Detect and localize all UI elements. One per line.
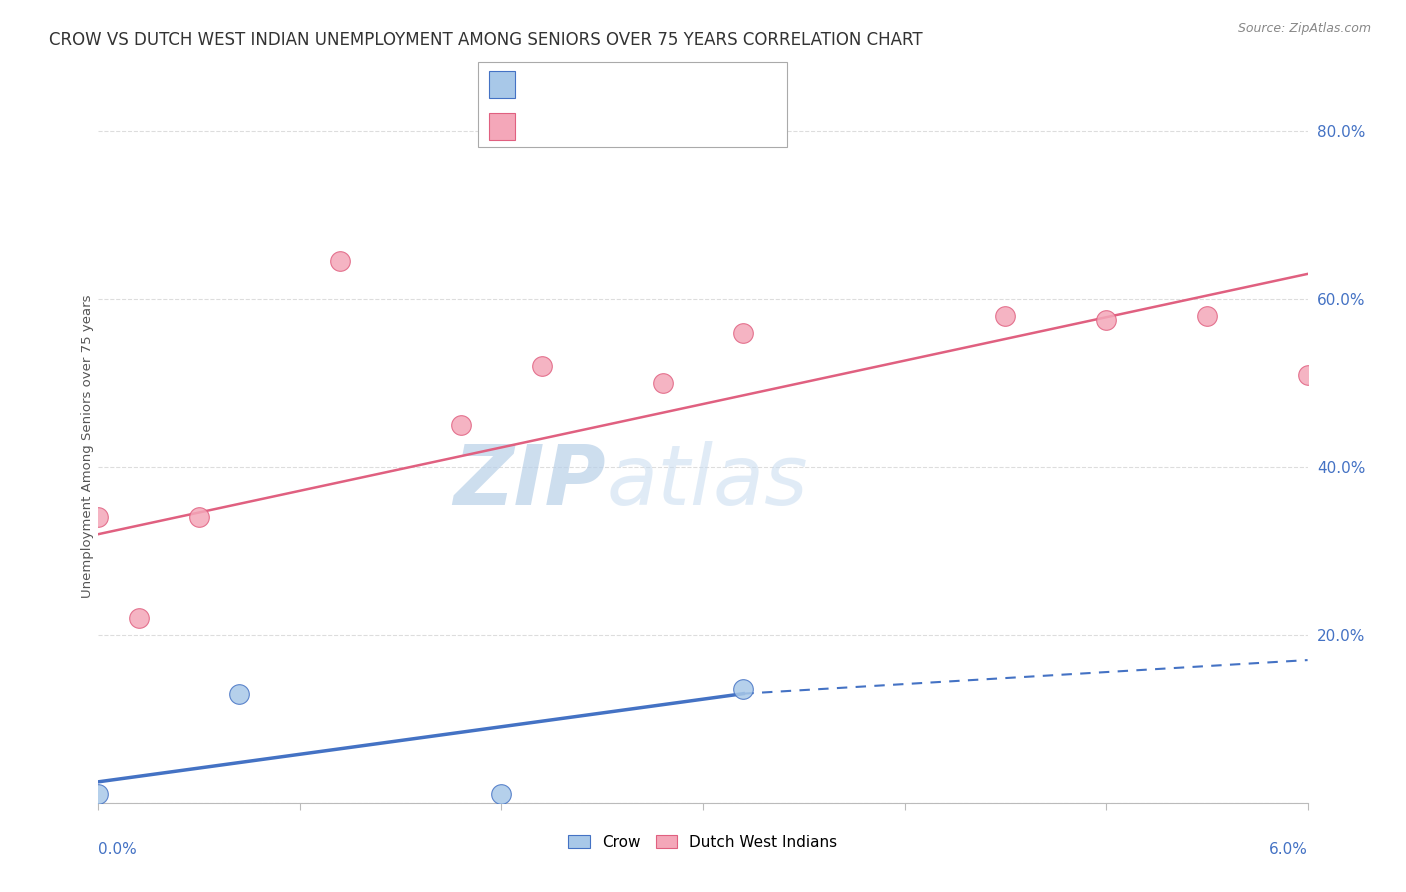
Point xyxy=(128,611,150,625)
Point xyxy=(228,687,250,701)
Point xyxy=(530,359,553,374)
Text: Source: ZipAtlas.com: Source: ZipAtlas.com xyxy=(1237,22,1371,36)
Text: atlas: atlas xyxy=(606,442,808,522)
Point xyxy=(87,510,110,524)
Point xyxy=(733,682,755,697)
Text: R =: R = xyxy=(523,70,557,86)
Text: R =: R = xyxy=(523,112,557,128)
Point xyxy=(1195,309,1218,323)
Point xyxy=(994,309,1017,323)
Text: 0.322: 0.322 xyxy=(565,70,613,86)
Text: 12: 12 xyxy=(671,112,692,128)
Point xyxy=(450,417,472,432)
Legend: Crow, Dutch West Indians: Crow, Dutch West Indians xyxy=(562,829,844,855)
Point xyxy=(188,510,211,524)
Point xyxy=(651,376,673,390)
Text: 6.0%: 6.0% xyxy=(1268,842,1308,857)
Text: 0.428: 0.428 xyxy=(565,112,613,128)
Point xyxy=(733,326,755,340)
Text: ZIP: ZIP xyxy=(454,442,606,522)
Text: CROW VS DUTCH WEST INDIAN UNEMPLOYMENT AMONG SENIORS OVER 75 YEARS CORRELATION C: CROW VS DUTCH WEST INDIAN UNEMPLOYMENT A… xyxy=(49,31,922,49)
Text: N =: N = xyxy=(619,112,662,128)
Point xyxy=(491,788,513,802)
Text: 0.0%: 0.0% xyxy=(98,842,138,857)
Point xyxy=(329,254,352,268)
Text: N =: N = xyxy=(619,70,662,86)
Point xyxy=(87,788,110,802)
Point xyxy=(1296,368,1319,382)
Y-axis label: Unemployment Among Seniors over 75 years: Unemployment Among Seniors over 75 years xyxy=(80,294,94,598)
Point xyxy=(1095,313,1118,327)
Text: 4: 4 xyxy=(671,70,686,86)
